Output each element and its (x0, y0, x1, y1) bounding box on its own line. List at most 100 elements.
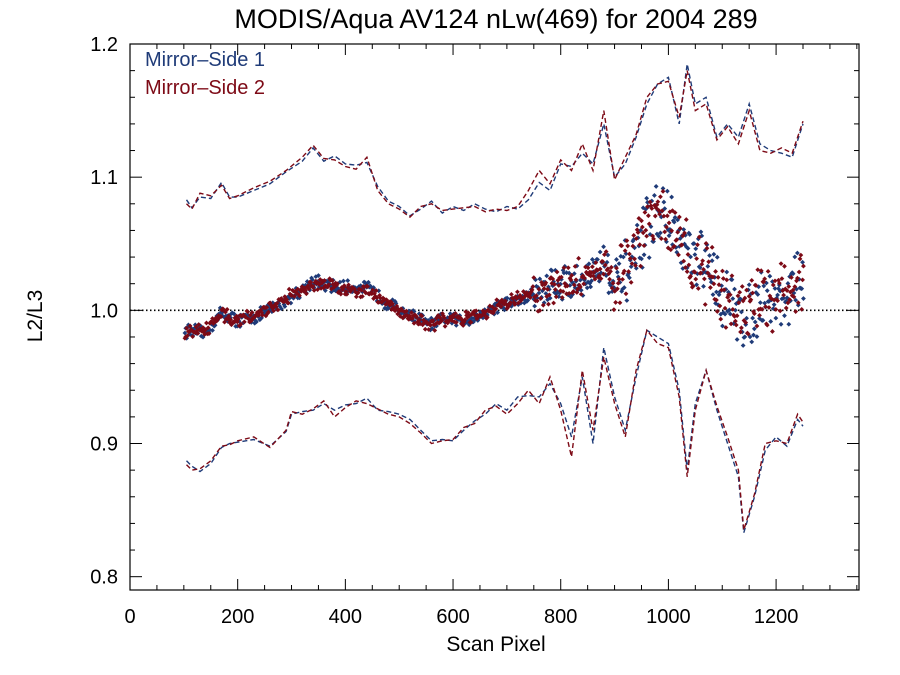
series-2-point (484, 314, 490, 320)
series-2-point (494, 297, 500, 303)
series-2-point (184, 325, 190, 331)
series-2-point (633, 263, 638, 268)
series-1-point (658, 230, 663, 236)
series-2-point (394, 303, 400, 309)
series-2-point (204, 320, 209, 326)
series-2-point (274, 300, 280, 306)
series-2-point (322, 278, 327, 283)
series-2-point (683, 217, 689, 222)
series-2-point (245, 309, 251, 315)
series-2-point (742, 295, 748, 301)
series-2-point (479, 312, 485, 318)
series-2-point (641, 243, 647, 249)
x-tick-label: 400 (329, 606, 362, 628)
series-2-point (695, 286, 701, 291)
series-2-point (754, 323, 760, 329)
series-2-point (378, 295, 383, 301)
series-2-point (627, 251, 632, 257)
series-1-point (720, 323, 725, 329)
series-2-point (749, 277, 755, 283)
series-2-point (551, 300, 557, 306)
series-2-point (622, 248, 628, 254)
series-1-point (775, 292, 780, 298)
series-2-point (723, 325, 729, 330)
series-2-point (637, 242, 643, 248)
series-1-point (282, 304, 288, 309)
series-2-point (598, 276, 604, 282)
series-1-point (631, 237, 637, 242)
series-1-point (739, 309, 744, 315)
series-2-point (721, 287, 727, 293)
series-2-point (647, 199, 653, 205)
series-2-point (416, 317, 422, 323)
series-2-point (776, 280, 782, 286)
x-tick-label: 800 (544, 606, 577, 628)
series-1-point (693, 246, 699, 252)
series-2-point (795, 275, 800, 281)
series-1-point (494, 300, 500, 306)
series-2-point (303, 287, 308, 293)
series-2-point (259, 309, 264, 315)
series-2-point (614, 286, 620, 292)
series-2-point (398, 306, 404, 312)
series-1-point (730, 296, 736, 302)
series-1-point (782, 313, 787, 319)
series-2-point (686, 262, 692, 268)
series-2-point (704, 245, 710, 251)
series-1-point (601, 244, 606, 250)
series-1-point (475, 318, 481, 323)
series-2-point (708, 285, 713, 290)
legend-series-2: Mirror–Side 2 (145, 77, 265, 99)
series-1-point (258, 304, 264, 310)
series-2-point (613, 300, 619, 305)
series-2-point (696, 234, 702, 240)
series-2-point (585, 265, 591, 271)
series-2-point (748, 297, 754, 303)
series-1-point (254, 319, 259, 325)
series-2-point (701, 267, 706, 272)
series-2-point (660, 188, 666, 194)
x-tick-label: 0 (124, 606, 135, 628)
series-2-point (311, 287, 317, 293)
series-2-point (560, 289, 566, 294)
series-2-point (218, 314, 224, 320)
series-2-point (675, 229, 681, 235)
series-2-point (736, 300, 742, 306)
series-2-point (588, 273, 594, 279)
series-2-point (683, 265, 688, 270)
series-2-point (409, 310, 414, 315)
series-1-point (770, 279, 775, 284)
series-2-point (545, 286, 550, 292)
series-1-point (751, 332, 756, 338)
series-1-point (778, 321, 784, 327)
series-1-point (660, 186, 666, 191)
series-2-point (455, 313, 461, 319)
series-2-point (574, 290, 580, 295)
series-2-point (668, 247, 674, 253)
series-1-point (627, 275, 632, 281)
series-2-point (623, 291, 629, 297)
series-1-point (714, 289, 719, 295)
y-axis-label: L2/L3 (24, 290, 47, 343)
series-2-point (751, 311, 757, 317)
series-2-point (365, 284, 370, 289)
series-2-point (616, 276, 622, 282)
series-1-point (692, 252, 698, 258)
x-tick-label: 200 (221, 606, 254, 628)
series-2-point (601, 271, 606, 277)
series-2-point (672, 210, 678, 215)
series-1-point (672, 215, 678, 220)
series-2-point (715, 274, 721, 280)
series-2-point (228, 317, 233, 323)
series-2-point (642, 209, 648, 215)
series-2-point (581, 281, 587, 287)
series-2-point (571, 289, 576, 294)
series-2-point (664, 213, 670, 219)
series-2-point (764, 322, 770, 328)
series-1-point (605, 252, 611, 258)
series-2-point (206, 331, 212, 336)
series-2-point (714, 309, 720, 314)
series-2-point (671, 243, 677, 249)
series-2-point (726, 298, 732, 304)
series-2-point (750, 290, 756, 296)
